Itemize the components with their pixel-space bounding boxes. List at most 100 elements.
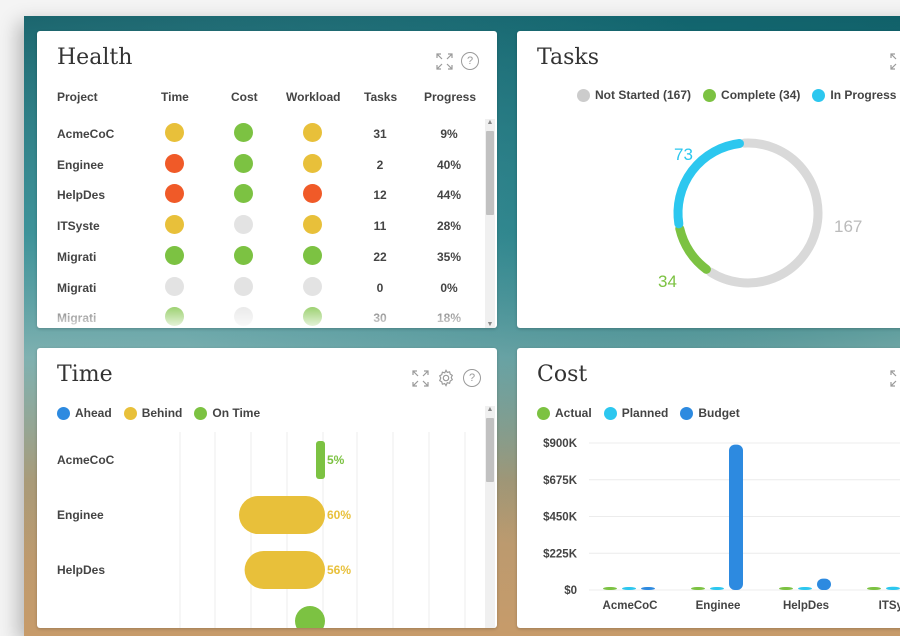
project-name[interactable]: AcmeCoC xyxy=(57,127,115,141)
progress-value: 28% xyxy=(436,219,462,234)
cost-bar-actual[interactable] xyxy=(779,587,793,590)
project-name[interactable]: ITSyste xyxy=(57,219,100,234)
scroll-thumb[interactable] xyxy=(486,418,494,482)
legend-item[interactable]: In Progress ( xyxy=(812,88,900,102)
tasks-panel: Tasks Not Started (167) Complete (34) In P… xyxy=(517,31,900,328)
cost-bar-budget[interactable] xyxy=(817,578,831,590)
col-cost[interactable]: Cost xyxy=(231,90,258,104)
time-bar-chart: AcmeCoC 5% Enginee 60% HelpDes 56% xyxy=(57,432,466,628)
time-status-dot xyxy=(165,245,184,265)
workload-status-dot xyxy=(303,245,322,265)
y-tick-label: $0 xyxy=(564,585,577,597)
x-tick-label: AcmeCoC xyxy=(603,600,658,612)
time-bar[interactable] xyxy=(316,441,325,479)
tasks-count: 31 xyxy=(373,127,387,141)
cost-bar-budget[interactable] xyxy=(641,587,655,590)
legend-label: On Time xyxy=(212,406,261,420)
cost-bar-actual[interactable] xyxy=(691,587,705,590)
workload-status-dot xyxy=(303,215,322,235)
project-name[interactable]: Enginee xyxy=(57,157,104,172)
legend-swatch xyxy=(703,88,717,102)
legend-item[interactable]: Complete (34) xyxy=(703,88,800,102)
cost-legend: Actual Planned Budget xyxy=(537,406,740,420)
help-icon[interactable]: ? xyxy=(463,369,481,387)
expand-icon[interactable] xyxy=(435,52,453,70)
health-scrollbar[interactable]: ▲ ▼ xyxy=(485,119,495,328)
col-progress[interactable]: Progress xyxy=(424,90,477,104)
workload-status-dot xyxy=(303,123,322,142)
workload-status-dot xyxy=(303,184,322,204)
cost-title: Cost xyxy=(537,362,588,387)
legend-item[interactable]: Planned xyxy=(603,406,669,420)
legend-label: In Progress ( xyxy=(830,88,900,102)
cost-bar-budget[interactable] xyxy=(729,444,743,590)
workload-status-dot xyxy=(303,276,322,296)
progress-value: 40% xyxy=(436,157,462,172)
category-label: AcmeCoC xyxy=(57,453,115,467)
donut-slice-not-started[interactable] xyxy=(705,138,823,288)
time-bar[interactable] xyxy=(244,551,325,589)
legend-item[interactable]: Not Started (167) xyxy=(577,88,691,102)
time-status-dot xyxy=(165,153,184,173)
progress-value: 35% xyxy=(436,249,462,264)
table-row[interactable]: ITSyste 11 28% xyxy=(37,210,487,241)
table-row[interactable]: Migrati 0 0% xyxy=(37,272,487,303)
legend-item[interactable]: Actual xyxy=(537,406,592,420)
col-tasks[interactable]: Tasks xyxy=(364,90,398,104)
col-project[interactable]: Project xyxy=(57,90,98,104)
table-row[interactable]: HelpDes 12 44% xyxy=(37,179,487,210)
cost-bar-actual[interactable] xyxy=(867,587,881,590)
legend-label: Planned xyxy=(621,406,669,420)
scroll-thumb[interactable] xyxy=(486,131,494,215)
legend-label: Actual xyxy=(555,406,592,420)
expand-icon[interactable] xyxy=(889,369,900,387)
donut-slice-complete[interactable] xyxy=(675,224,711,274)
expand-icon[interactable] xyxy=(889,52,900,70)
y-tick-label: $225K xyxy=(543,548,578,560)
donut-slice-in-progress[interactable] xyxy=(673,139,744,229)
health-title: Health xyxy=(57,45,133,70)
cost-status-dot xyxy=(234,276,253,296)
cost-bar-actual[interactable] xyxy=(603,587,617,590)
project-name[interactable]: Migrati xyxy=(57,249,97,264)
gear-icon[interactable] xyxy=(437,369,455,387)
table-row[interactable]: Migrati 22 35% xyxy=(37,241,487,272)
y-tick-label: $675K xyxy=(543,475,578,487)
workload-status-dot xyxy=(303,153,322,173)
col-time[interactable]: Time xyxy=(161,90,189,104)
y-tick-label: $900K xyxy=(543,438,578,450)
time-bar[interactable] xyxy=(239,496,325,534)
progress-value: 44% xyxy=(436,188,462,203)
cost-status-dot xyxy=(234,215,253,235)
project-name[interactable]: Migrati xyxy=(57,280,97,295)
col-workload[interactable]: Workload xyxy=(286,90,341,104)
tasks-legend: Not Started (167) Complete (34) In Progres… xyxy=(577,88,900,102)
cost-bar-planned[interactable] xyxy=(886,586,900,590)
legend-label: Not Started (167) xyxy=(595,88,692,102)
legend-item[interactable]: Budget xyxy=(680,406,740,420)
tasks-count: 12 xyxy=(373,188,387,203)
bar-value-label: 60% xyxy=(327,508,351,522)
help-icon[interactable]: ? xyxy=(461,52,479,70)
tasks-count: 11 xyxy=(373,219,387,234)
table-row[interactable]: Enginee 2 40% xyxy=(37,149,487,180)
time-status-dot xyxy=(165,276,184,296)
time-bar[interactable] xyxy=(295,606,325,628)
project-name[interactable]: HelpDes xyxy=(57,188,106,203)
expand-icon[interactable] xyxy=(411,369,429,387)
legend-item[interactable]: On Time xyxy=(194,406,260,420)
legend-item[interactable]: Ahead xyxy=(57,406,112,420)
cost-bar-planned[interactable] xyxy=(710,587,724,590)
legend-swatch xyxy=(194,406,208,420)
cost-status-dot xyxy=(234,245,253,265)
x-tick-label: Enginee xyxy=(696,600,741,612)
not-started-value: 167 xyxy=(834,217,862,236)
legend-item[interactable]: Behind xyxy=(123,406,182,420)
tasks-count: 2 xyxy=(376,157,384,172)
cost-bar-planned[interactable] xyxy=(622,587,636,590)
legend-swatch xyxy=(603,406,617,420)
x-tick-label: HelpDes xyxy=(783,600,829,612)
time-scrollbar[interactable]: ▲ xyxy=(485,406,495,628)
table-row[interactable]: AcmeCoC 31 9% xyxy=(37,118,487,149)
cost-bar-planned[interactable] xyxy=(798,587,812,590)
